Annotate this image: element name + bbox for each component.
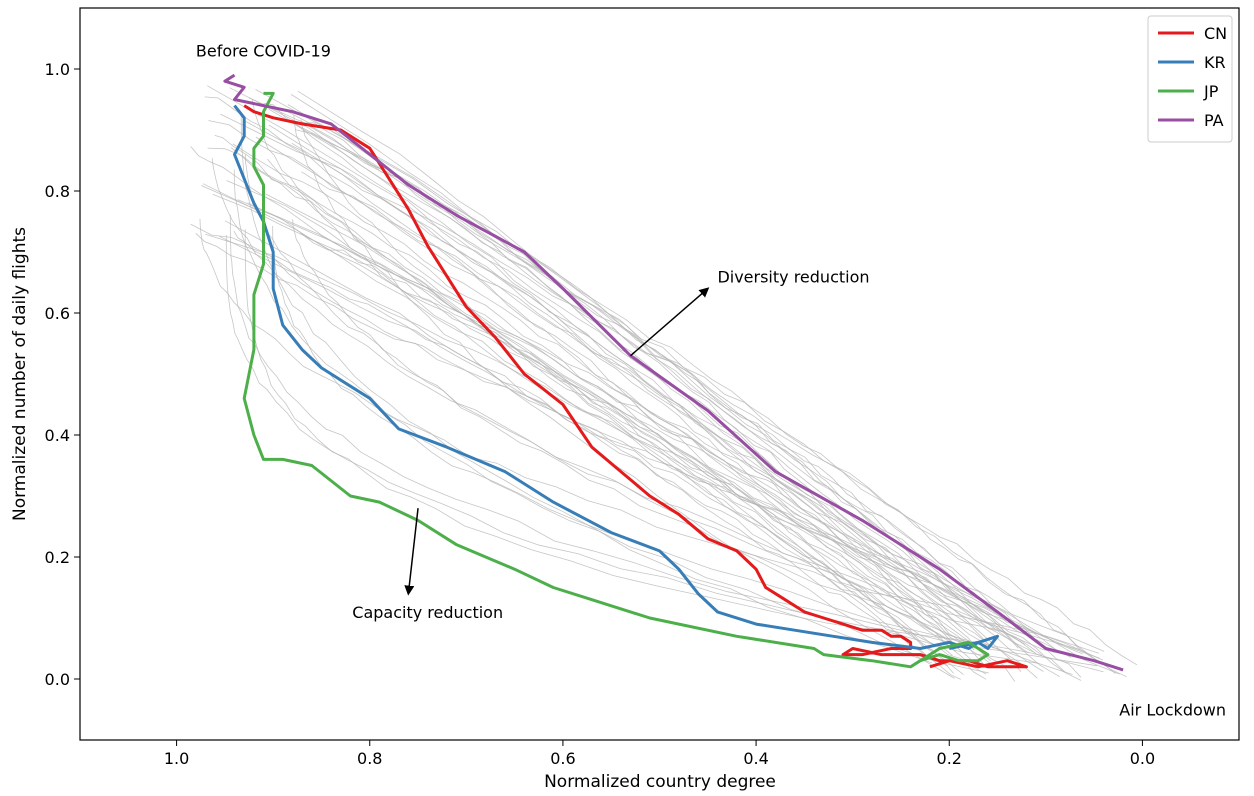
background-line	[229, 214, 1098, 667]
background-line	[220, 113, 1138, 666]
background-line	[226, 180, 977, 665]
background-line	[293, 114, 955, 679]
background-line	[230, 147, 948, 667]
annotation-diversity-reduction: Diversity reduction	[717, 267, 869, 286]
background-line	[243, 120, 954, 674]
legend-label-cn: CN	[1204, 24, 1227, 43]
legend-label-pa: PA	[1204, 111, 1224, 130]
series-lines	[223, 73, 1124, 672]
background-line	[204, 96, 1037, 654]
annotation-arrow	[630, 287, 710, 357]
annotation-arrow	[404, 508, 419, 596]
background-line	[292, 219, 1073, 675]
y-tick-label: 0.6	[45, 304, 70, 323]
background-line	[232, 143, 991, 662]
background-lines	[190, 85, 1138, 682]
background-line	[268, 108, 995, 668]
annotation-air-lockdown: Air Lockdown	[1119, 701, 1226, 720]
background-line	[202, 183, 953, 656]
background-line	[225, 235, 1104, 673]
background-line	[211, 158, 1080, 651]
background-line	[265, 193, 934, 651]
x-tick-label: 0.6	[550, 749, 575, 768]
y-tick-label: 0.4	[45, 426, 70, 445]
annotations: Before COVID-19 Air Lockdown Diversity red…	[196, 42, 1226, 720]
background-line	[295, 129, 1026, 645]
legend: CN KR JP PA	[1147, 15, 1233, 143]
background-line	[263, 102, 991, 646]
legend-box	[1147, 15, 1233, 143]
background-line	[201, 185, 975, 651]
background-line	[267, 158, 1083, 655]
y-tick-label: 0.0	[45, 670, 70, 689]
series-line-jp	[242, 91, 990, 669]
background-line	[207, 85, 1066, 673]
background-line	[240, 115, 989, 674]
legend-label-jp: JP	[1203, 82, 1219, 101]
series-line-cn	[243, 104, 1028, 669]
background-line	[297, 90, 1019, 649]
background-line	[237, 199, 1043, 656]
y-tick-label: 0.2	[45, 548, 70, 567]
background-line	[214, 135, 956, 652]
background-line	[300, 232, 975, 649]
annotation-before-covid-19: Before COVID-19	[196, 42, 331, 61]
background-line	[268, 124, 962, 652]
background-line	[300, 119, 1120, 675]
x-tick-label: 0.0	[1130, 749, 1155, 768]
x-tick-label: 0.4	[743, 749, 768, 768]
x-tick-label: 0.8	[357, 749, 382, 768]
y-tick-label: 0.8	[45, 182, 70, 201]
background-line	[291, 142, 1016, 682]
legend-label-kr: KR	[1204, 53, 1226, 72]
y-axis-label: Normalized number of daily flights	[10, 227, 30, 521]
background-line	[255, 89, 1116, 674]
x-tick-label: 1.0	[164, 749, 189, 768]
y-tick-label: 1.0	[45, 60, 70, 79]
y-axis: 0.0 0.2 0.4 0.6 0.8 1.0	[45, 60, 80, 689]
background-line	[272, 225, 978, 647]
background-line	[248, 97, 1127, 678]
background-line	[199, 218, 1099, 654]
background-line	[301, 171, 1044, 672]
annotation-capacity-reduction: Capacity reduction	[352, 603, 503, 622]
plot-frame	[79, 7, 1240, 741]
x-axis-label: Normalized country degree	[544, 772, 776, 792]
x-axis: 1.0 0.8 0.6 0.4 0.2 0.0	[164, 740, 1155, 768]
background-line	[284, 109, 1061, 678]
background-line	[244, 229, 1039, 664]
background-line	[224, 220, 961, 680]
background-line	[255, 136, 987, 675]
x-tick-label: 0.2	[937, 749, 962, 768]
series-line-pa	[223, 73, 1124, 672]
